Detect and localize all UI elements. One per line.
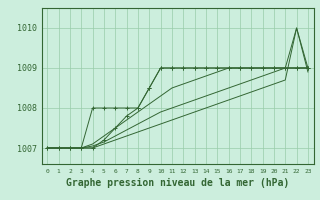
X-axis label: Graphe pression niveau de la mer (hPa): Graphe pression niveau de la mer (hPa) xyxy=(66,178,289,188)
